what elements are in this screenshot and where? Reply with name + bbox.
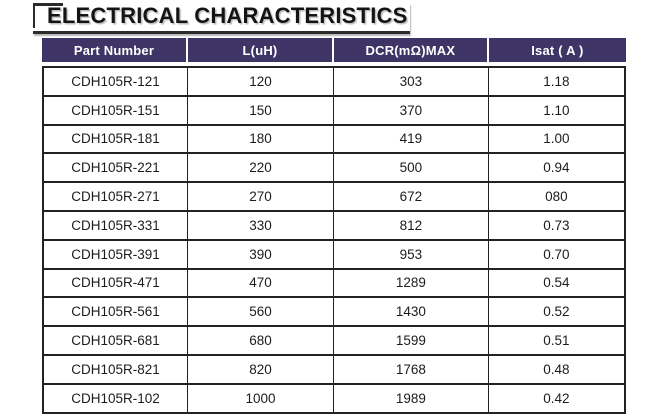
cell-dcr-max: 1989 — [334, 384, 489, 414]
cell-part-number: CDH105R-151 — [42, 96, 188, 126]
page-title: ELECTRICAL CHARACTERISTICS — [47, 3, 408, 28]
cell-dcr-max: 1768 — [334, 355, 489, 385]
table-row: CDH105R-151 150 370 1.10 — [42, 96, 626, 126]
cell-isat: 0.42 — [488, 384, 626, 414]
corner-bracket-icon — [33, 3, 63, 28]
cell-isat: 0.48 — [488, 355, 626, 385]
cell-isat: 0.70 — [488, 240, 626, 270]
table-row: CDH105R-271 270 672 080 — [42, 183, 626, 212]
cell-inductance: 220 — [188, 154, 334, 184]
column-header-inductance: L(uH) — [188, 38, 334, 66]
cell-part-number: CDH105R-471 — [42, 269, 188, 299]
table-row: CDH105R-471 470 1289 0.54 — [42, 269, 626, 299]
cell-inductance: 1000 — [188, 384, 334, 414]
cell-part-number: CDH105R-331 — [42, 211, 188, 241]
cell-part-number: CDH105R-102 — [42, 384, 188, 414]
column-header-isat: Isat ( A ) — [488, 38, 626, 66]
cell-dcr-max: 370 — [334, 96, 489, 126]
cell-dcr-max: 1289 — [334, 269, 489, 299]
cell-dcr-max: 1430 — [334, 298, 489, 328]
table-row: CDH105R-221 220 500 0.94 — [42, 154, 626, 184]
table-row: CDH105R-331 330 812 0.73 — [42, 211, 626, 241]
section-header: ELECTRICAL CHARACTERISTICS — [33, 3, 410, 34]
cell-part-number: CDH105R-181 — [42, 125, 188, 155]
cell-isat: 0.51 — [488, 327, 626, 356]
cell-isat: 1.18 — [488, 66, 626, 97]
cell-inductance: 330 — [188, 211, 334, 241]
cell-dcr-max: 419 — [334, 125, 489, 155]
table-body: CDH105R-121 120 303 1.18 CDH105R-151 150… — [42, 66, 626, 414]
cell-inductance: 120 — [188, 66, 334, 97]
cell-part-number: CDH105R-271 — [42, 183, 188, 212]
table-row: CDH105R-121 120 303 1.18 — [42, 66, 626, 97]
cell-inductance: 820 — [188, 355, 334, 385]
cell-isat: 0.73 — [488, 211, 626, 241]
cell-inductance: 680 — [188, 327, 334, 356]
column-header-dcr-max: DCR(mΩ)MAX — [334, 38, 489, 66]
table-row: CDH105R-391 390 953 0.70 — [42, 240, 626, 270]
table-row: CDH105R-821 820 1768 0.48 — [42, 355, 626, 385]
electrical-characteristics-table: Part Number L(uH) DCR(mΩ)MAX Isat ( A ) … — [42, 38, 626, 414]
cell-part-number: CDH105R-561 — [42, 298, 188, 328]
table-row: CDH105R-681 680 1599 0.51 — [42, 327, 626, 356]
cell-dcr-max: 953 — [334, 240, 489, 270]
cell-part-number: CDH105R-391 — [42, 240, 188, 270]
table-row: CDH105R-561 560 1430 0.52 — [42, 298, 626, 328]
cell-isat: 0.54 — [488, 269, 626, 299]
cell-dcr-max: 1599 — [334, 327, 489, 356]
table-row: CDH105R-102 1000 1989 0.42 — [42, 384, 626, 414]
table-row: CDH105R-181 180 419 1.00 — [42, 125, 626, 155]
cell-part-number: CDH105R-221 — [42, 154, 188, 184]
cell-inductance: 560 — [188, 298, 334, 328]
cell-dcr-max: 672 — [334, 183, 489, 212]
cell-isat: 0.52 — [488, 298, 626, 328]
cell-part-number: CDH105R-681 — [42, 327, 188, 356]
cell-inductance: 270 — [188, 183, 334, 212]
cell-inductance: 470 — [188, 269, 334, 299]
cell-inductance: 180 — [188, 125, 334, 155]
cell-isat: 0.94 — [488, 154, 626, 184]
cell-isat: 1.10 — [488, 96, 626, 126]
column-header-part-number: Part Number — [42, 38, 188, 66]
cell-inductance: 150 — [188, 96, 334, 126]
table-header-row: Part Number L(uH) DCR(mΩ)MAX Isat ( A ) — [42, 38, 626, 66]
cell-part-number: CDH105R-821 — [42, 355, 188, 385]
cell-isat: 080 — [488, 183, 626, 212]
cell-isat: 1.00 — [488, 125, 626, 155]
cell-dcr-max: 812 — [334, 211, 489, 241]
cell-part-number: CDH105R-121 — [42, 66, 188, 97]
cell-dcr-max: 500 — [334, 154, 489, 184]
cell-inductance: 390 — [188, 240, 334, 270]
cell-dcr-max: 303 — [334, 66, 489, 97]
